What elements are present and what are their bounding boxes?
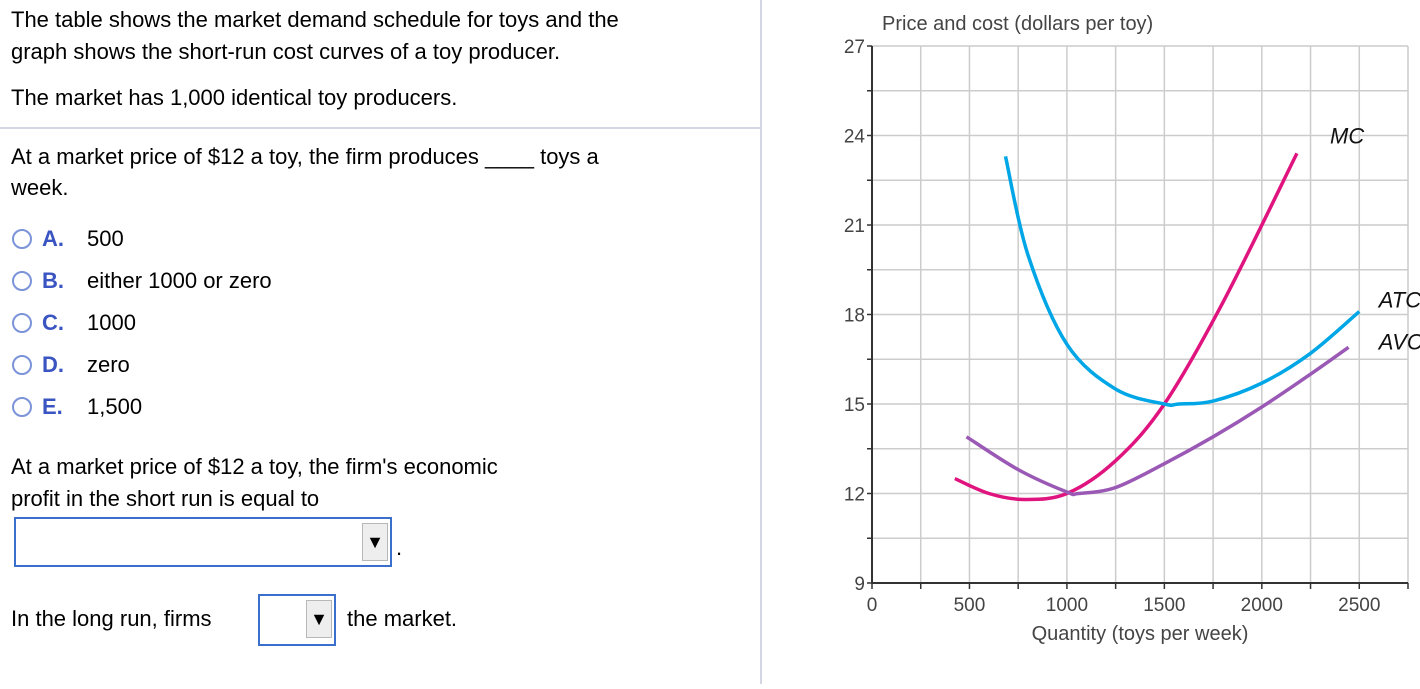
option-letter: A. [42, 226, 64, 251]
option-label: 1000 [87, 310, 136, 335]
label-atc: ATC [1377, 288, 1420, 313]
option-c[interactable]: C. 1000 [12, 307, 136, 339]
x-tick-label: 1000 [1046, 595, 1088, 616]
intro-line-2: graph shows the short-run cost curves of… [11, 39, 561, 64]
option-label: either 1000 or zero [87, 268, 272, 293]
y-tick-label: 18 [844, 306, 865, 327]
radio-icon[interactable] [12, 397, 32, 417]
cost-curves-chart: 0 500 1000 1500 2000 2500 9 12 15 18 21 24 27 Price a… [762, 0, 1420, 684]
radio-icon[interactable] [12, 355, 32, 375]
chart-canvas: 0 500 1000 1500 2000 2500 9 12 15 18 21 24 27 Price a… [844, 13, 1420, 645]
x-tick-label: 0 [867, 595, 878, 616]
x-tick-label: 500 [954, 595, 986, 616]
question3-prefix: In the long run, firms [11, 606, 212, 631]
x-tick-label: 2500 [1338, 595, 1380, 616]
chevron-down-icon[interactable]: ▼ [362, 523, 388, 561]
option-e[interactable]: E. 1,500 [12, 391, 142, 423]
x-tick-label: 2000 [1241, 595, 1283, 616]
intro-line-3: The market has 1,000 identical toy produ… [11, 85, 458, 110]
chevron-down-icon[interactable]: ▼ [306, 600, 332, 638]
radio-icon[interactable] [12, 229, 32, 249]
option-d[interactable]: D. zero [12, 349, 130, 381]
question-panel: The table shows the market demand schedu… [0, 7, 760, 646]
option-label: 1,500 [87, 394, 143, 419]
option-b[interactable]: B. either 1000 or zero [12, 265, 272, 297]
y-tick-label: 12 [844, 485, 865, 506]
radio-icon[interactable] [12, 313, 32, 333]
label-avc: AVC [1377, 329, 1420, 354]
question1-text: At a market price of $12 a toy, the firm… [11, 144, 599, 169]
x-axis-label: Quantity (toys per week) [1032, 623, 1249, 645]
option-a[interactable]: A. 500 [12, 223, 124, 255]
long-run-dropdown[interactable]: ▼ [258, 594, 336, 646]
question2-text-cont: profit in the short run is equal to [11, 486, 320, 511]
y-tick-label: 15 [844, 395, 865, 416]
label-mc: MC [1330, 124, 1364, 149]
y-tick-label: 27 [844, 37, 865, 58]
intro-line-1: The table shows the market demand schedu… [11, 7, 619, 32]
y-tick-label: 9 [854, 574, 865, 595]
option-letter: B. [42, 268, 64, 293]
profit-dropdown[interactable]: ▼ [14, 517, 392, 567]
option-label: 500 [87, 226, 124, 251]
curve-avc [965, 345, 1350, 497]
question2-text: At a market price of $12 a toy, the firm… [11, 454, 498, 479]
panel-divider [760, 0, 762, 684]
option-letter: E. [42, 394, 63, 419]
curve-mc [954, 152, 1299, 502]
question2-suffix: . [396, 535, 403, 560]
y-tick-label: 24 [844, 127, 866, 148]
question1-text-cont: week. [11, 175, 69, 200]
y-tick-label: 21 [844, 216, 865, 237]
option-letter: C. [42, 310, 64, 335]
curve-atc [1003, 155, 1361, 407]
question3-suffix: the market. [347, 606, 458, 631]
option-label: zero [87, 352, 130, 377]
option-letter: D. [42, 352, 64, 377]
section-divider [0, 127, 760, 129]
y-axis-label: Price and cost (dollars per toy) [882, 13, 1153, 35]
x-tick-label: 1500 [1143, 595, 1185, 616]
radio-icon[interactable] [12, 271, 32, 291]
